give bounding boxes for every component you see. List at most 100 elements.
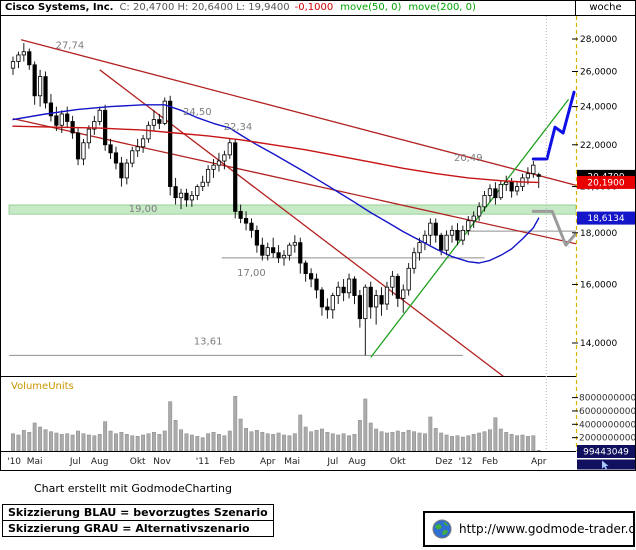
candle-body (493, 188, 498, 199)
candle-body (43, 76, 48, 104)
volume-bar (211, 432, 216, 451)
volume-bar (233, 396, 238, 451)
volume-bar (27, 432, 32, 451)
candle-body (477, 206, 482, 217)
price-axis-label: 26,0000 (580, 68, 617, 78)
volume-bar (325, 432, 330, 451)
candle-body (162, 100, 167, 124)
price-axis-label: 16,0000 (580, 280, 617, 290)
ma200-value-box (577, 175, 635, 189)
volume-bar (368, 422, 373, 451)
volume-bar (162, 430, 167, 451)
volume-bar (352, 434, 357, 451)
volume-bar (119, 432, 124, 451)
volume-bar (330, 433, 335, 451)
volume-bar (525, 436, 530, 451)
candle-body (206, 168, 211, 183)
volume-pane (11, 396, 541, 451)
candle-body (319, 289, 325, 308)
candle-body (59, 113, 64, 126)
candle-body (384, 286, 390, 305)
volume-bar (406, 430, 411, 451)
ma200-indicator-label: move(200, 0) (408, 2, 476, 13)
candle-body (227, 142, 232, 156)
price-axis-label: 28,0000 (580, 35, 617, 45)
candle-body (130, 150, 135, 164)
candle-body (178, 192, 184, 199)
volume-bar (417, 432, 422, 451)
x-axis-label: '10 (7, 457, 21, 467)
candle-body (314, 278, 319, 291)
volume-bar (206, 433, 211, 451)
candle-body (21, 51, 26, 56)
candle-body (401, 289, 406, 299)
candle-body (260, 244, 265, 256)
candle-body (86, 128, 91, 144)
candle-body (395, 275, 400, 299)
candle-body (287, 244, 292, 256)
candle-body (32, 64, 37, 97)
x-axis-label: Okt (390, 457, 406, 467)
candle-body (352, 278, 357, 296)
candle-body (363, 286, 368, 320)
x-axis-label: '12 (459, 457, 473, 467)
volume-bar (390, 432, 395, 451)
volume-bar (38, 426, 43, 451)
volume-bar (97, 434, 102, 451)
candle-body (113, 152, 119, 164)
volume-bar (11, 433, 15, 451)
legend-gray-scenario: Skizzierung GRAU = Alternativszenario (2, 520, 274, 537)
candle-body (124, 162, 129, 179)
volume-bar (249, 431, 254, 451)
x-axis-label: Mai (284, 457, 300, 467)
candle-body (439, 234, 444, 251)
candle-body (92, 121, 97, 130)
symbol-name: Cisco Systems, Inc. (5, 2, 114, 13)
candle-body (525, 173, 531, 179)
volume-axis-label: 8000000000 (579, 394, 635, 404)
candle-body (146, 124, 151, 140)
volume-bar (460, 436, 465, 451)
volume-bar (385, 432, 389, 451)
candle-body (222, 154, 227, 162)
volume-bar (536, 450, 541, 451)
x-axis-label: Apr (260, 457, 276, 467)
candle-body (422, 234, 428, 244)
volume-bar (92, 435, 97, 451)
volume-bar (135, 436, 140, 451)
volume-bar (292, 433, 297, 451)
chart-frame: 27,74 24,50 22,34 20,49 19,00 17,00 13,61 28,00… (0, 0, 636, 471)
volume-bar (520, 434, 525, 451)
x-axis-label: Okt (130, 457, 146, 467)
volume-bar (363, 398, 368, 451)
volume-bar (509, 434, 514, 451)
x-axis-label: Jul (326, 457, 338, 467)
volume-bar (86, 434, 91, 451)
volume-bar (21, 430, 26, 451)
candle-body (325, 306, 330, 311)
candle-body (460, 229, 465, 241)
candle-body (379, 295, 384, 305)
volume-bar (422, 433, 427, 451)
candle-body (466, 220, 471, 231)
price-level-label: 17,00 (237, 268, 266, 279)
price-pane: 27,74 24,50 22,34 20,49 19,00 17,00 13,61 (8, 39, 576, 377)
last-volume-text: 99443049 (583, 448, 629, 458)
volume-bar (314, 430, 319, 451)
x-axis-label: Aug (348, 457, 366, 467)
candle-body (281, 254, 287, 259)
candle-body (336, 286, 341, 296)
volume-bar (309, 431, 314, 451)
price-axis-label: 22,0000 (580, 141, 617, 151)
volume-bar (108, 430, 113, 451)
candle-body (65, 113, 70, 122)
volume-bar (439, 432, 444, 451)
x-axis-label: Feb (219, 457, 235, 467)
ma200-line (12, 125, 540, 184)
chart-canvas[interactable]: 27,74 24,50 22,34 20,49 19,00 17,00 13,61 28,00… (1, 1, 635, 470)
candle-body (368, 286, 373, 308)
candle-body (195, 186, 200, 196)
volume-bar (65, 433, 70, 451)
volume-bar (450, 436, 454, 451)
cursor-arrow-icon (602, 460, 609, 470)
